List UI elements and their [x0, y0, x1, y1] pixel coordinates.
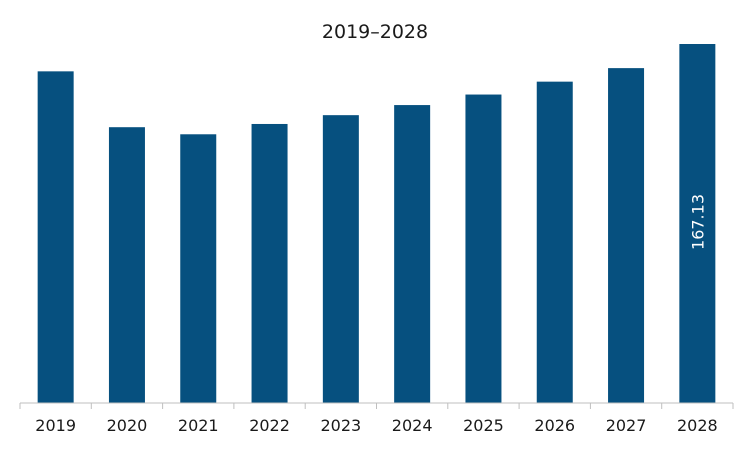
x-tick-label-2021: 2021: [178, 416, 219, 435]
bar-2020: [108, 127, 145, 403]
bar-2028: [679, 44, 716, 403]
x-tick-label-2022: 2022: [249, 416, 290, 435]
x-tick-label-2023: 2023: [320, 416, 361, 435]
bar-2024: [394, 105, 431, 403]
data-label-2028: 167.13: [688, 194, 707, 250]
bar-2025: [465, 94, 502, 403]
bar-2026: [536, 81, 573, 403]
x-tick-label-2024: 2024: [392, 416, 433, 435]
x-tick-label-2019: 2019: [35, 416, 76, 435]
bar-2022: [251, 123, 288, 403]
bar-2019: [37, 71, 74, 403]
bar-2023: [322, 115, 359, 403]
x-tick-label-2026: 2026: [534, 416, 575, 435]
bar-2027: [608, 68, 645, 403]
x-tick-label-2025: 2025: [463, 416, 504, 435]
data-labels-group: 167.13: [688, 194, 707, 250]
bars-group: [37, 44, 716, 404]
chart-title: 2019–2028: [322, 21, 428, 43]
x-tick-label-2027: 2027: [606, 416, 647, 435]
x-ticks-group: 2019 2020 2021 2022 2023 2024 2025 2026 2027 2028: [19, 403, 734, 435]
x-tick-label-2020: 2020: [107, 416, 148, 435]
bar-2021: [180, 134, 217, 404]
x-tick-label-2028: 2028: [677, 416, 718, 435]
